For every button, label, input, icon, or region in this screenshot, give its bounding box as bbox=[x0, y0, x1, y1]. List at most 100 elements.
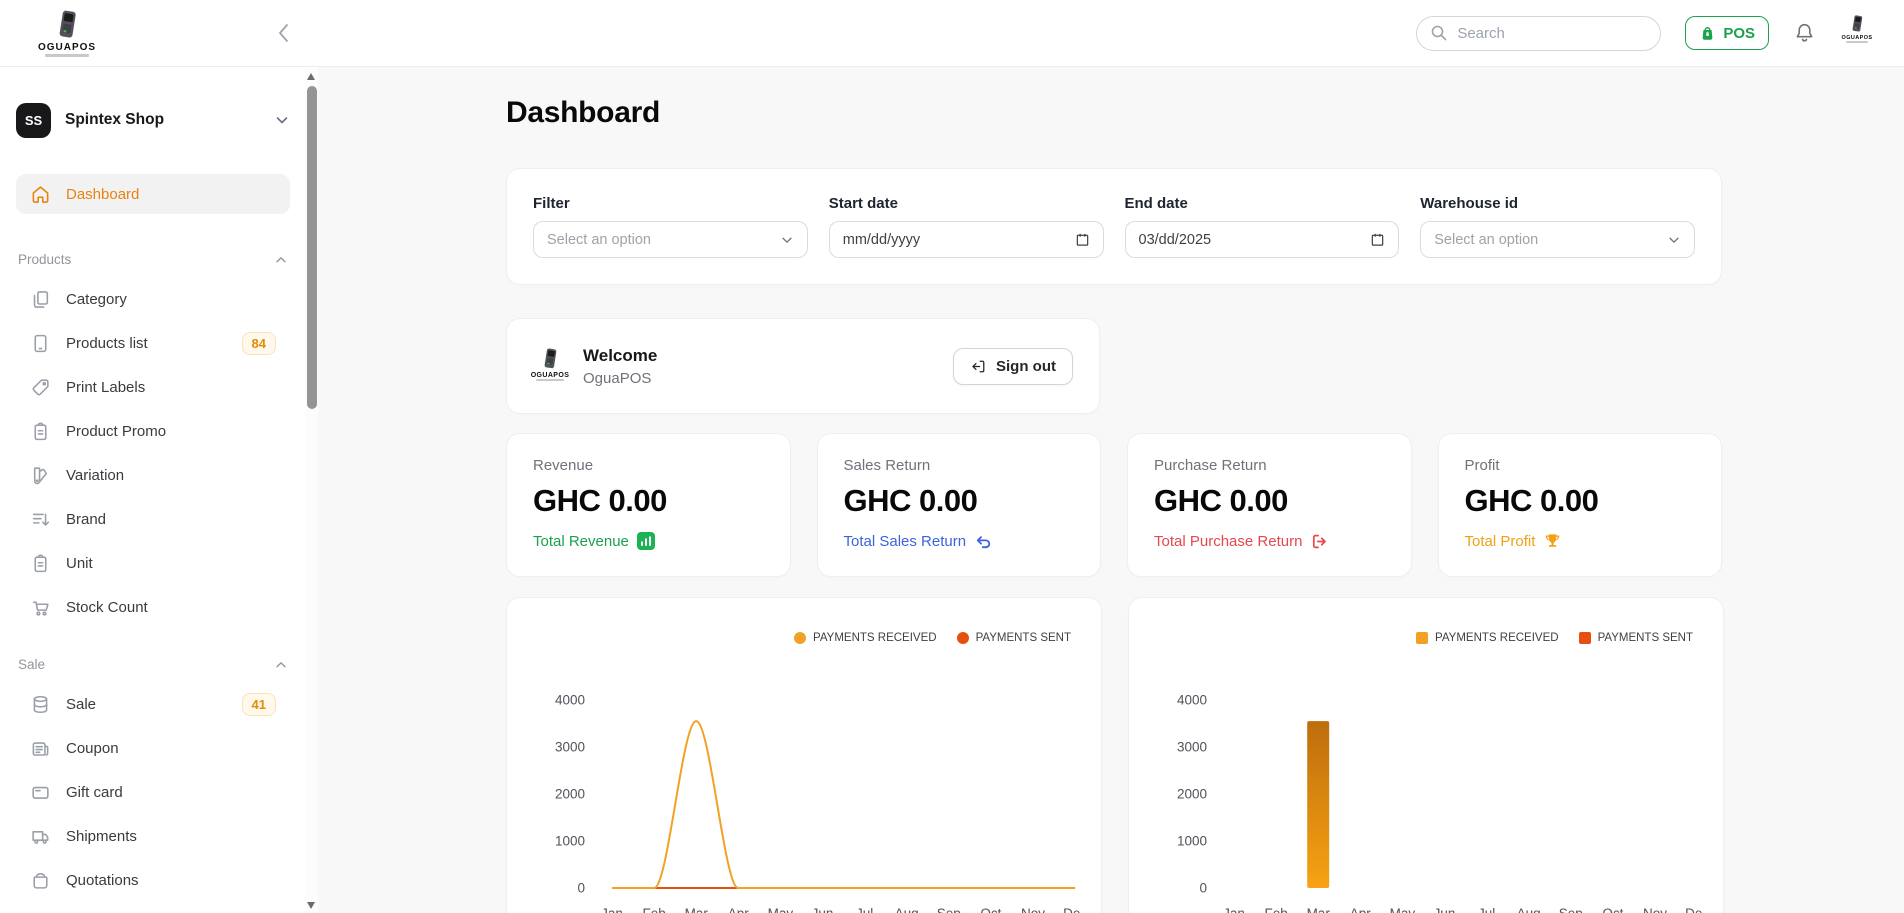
sidebar-item-label: Stock Count bbox=[66, 598, 148, 616]
sidebar-item-variation[interactable]: Variation bbox=[16, 453, 290, 497]
pos-button-label: POS bbox=[1723, 24, 1755, 42]
svg-text:Apr: Apr bbox=[1350, 906, 1372, 913]
sidebar-section-sale[interactable]: Sale bbox=[16, 657, 290, 672]
stat-link-label: Total Profit bbox=[1464, 533, 1536, 550]
sidebar-section-products[interactable]: Products bbox=[16, 252, 290, 267]
sign-out-button[interactable]: Sign out bbox=[953, 347, 1073, 385]
brand-tagline bbox=[45, 54, 89, 57]
total-purchase-return-link[interactable]: Total Purchase Return bbox=[1154, 532, 1385, 551]
stat-label: Profit bbox=[1464, 457, 1500, 474]
pos-terminal-icon bbox=[59, 10, 76, 38]
notifications-button[interactable] bbox=[1793, 21, 1816, 45]
sidebar-item-dashboard[interactable]: Dashboard bbox=[16, 174, 290, 214]
shop-avatar: SS bbox=[16, 102, 51, 138]
clipboard-icon bbox=[34, 553, 47, 572]
end-date-input[interactable]: 03/dd/2025 bbox=[1124, 221, 1400, 258]
payments-line-chart[interactable]: 0 1000 2000 3000 4000 Jan Feb Mar Apr May Jun Jul Au… bbox=[527, 648, 1087, 913]
svg-text:Sep: Sep bbox=[937, 906, 961, 913]
sidebar-item-label: Unit bbox=[66, 554, 93, 572]
chevron-up-icon bbox=[276, 256, 286, 262]
tablet-icon bbox=[34, 334, 47, 352]
filter-select[interactable]: Select an option bbox=[533, 221, 808, 258]
payments-bar-chart[interactable]: 0 1000 2000 3000 4000 Jan Feb Mar Apr May Jun Jul Au… bbox=[1149, 648, 1709, 913]
sidebar-item-product-promo[interactable]: Product Promo bbox=[16, 409, 290, 453]
user-avatar[interactable]: OGUAPOS bbox=[1840, 13, 1874, 53]
total-profit-link[interactable]: Total Profit bbox=[1465, 532, 1696, 551]
page-title: Dashboard bbox=[506, 96, 660, 129]
credit-card-icon bbox=[32, 786, 49, 799]
sale-count-badge: 41 bbox=[241, 692, 276, 716]
copy-icon bbox=[33, 290, 49, 308]
pos-button[interactable]: POS bbox=[1685, 16, 1769, 50]
sidebar-item-products-list[interactable]: Products list 84 bbox=[16, 321, 290, 365]
start-date-input[interactable]: mm/dd/yyyy bbox=[828, 221, 1104, 258]
legend-received-swatch bbox=[1416, 632, 1429, 644]
sidebar-item-label: Product Promo bbox=[66, 422, 167, 440]
legend-received-dot bbox=[794, 632, 807, 644]
svg-text:Mar: Mar bbox=[685, 906, 709, 913]
products-count-badge: 84 bbox=[241, 331, 276, 355]
stat-value: GHC 0.00 bbox=[1154, 483, 1288, 518]
filter-select-value: Select an option bbox=[547, 231, 651, 248]
sidebar-item-label: Dashboard bbox=[66, 185, 140, 203]
sidebar-item-brand[interactable]: Brand bbox=[16, 497, 290, 541]
svg-text:4000: 4000 bbox=[1177, 693, 1207, 708]
svg-text:Nov: Nov bbox=[1643, 906, 1667, 913]
svg-text:Mar: Mar bbox=[1307, 906, 1331, 913]
legend-payments-sent: PAYMENTS SENT bbox=[1578, 632, 1693, 644]
filter-panel: Filter Select an option Start date mm/dd… bbox=[506, 168, 1722, 285]
sidebar-item-print-labels[interactable]: Print Labels bbox=[16, 365, 290, 409]
shop-switcher[interactable]: SS Spintex Shop bbox=[16, 100, 290, 140]
sidebar-scrollbar[interactable] bbox=[305, 69, 318, 913]
welcome-card: OGUAPOS Welcome OguaPOS Sign out bbox=[506, 318, 1100, 414]
scrollbar-up-arrow[interactable] bbox=[307, 73, 315, 80]
sidebar-item-unit[interactable]: Unit bbox=[16, 541, 290, 585]
search-input[interactable] bbox=[1457, 24, 1628, 42]
sidebar-item-category[interactable]: Category bbox=[16, 277, 290, 321]
search-box[interactable] bbox=[1416, 15, 1662, 51]
brand-name: OGUAPOS bbox=[37, 42, 97, 53]
shop-name: Spintex Shop bbox=[65, 111, 165, 128]
stat-value: GHC 0.00 bbox=[533, 483, 667, 518]
calendar-icon bbox=[1076, 233, 1088, 246]
svg-text:Jul: Jul bbox=[1478, 906, 1495, 913]
cart-icon bbox=[32, 600, 49, 616]
sidebar: SS Spintex Shop Dashboard Products Categ… bbox=[0, 67, 318, 913]
sidebar-item-label: Variation bbox=[66, 466, 125, 484]
tag-icon bbox=[32, 378, 49, 396]
total-revenue-link[interactable]: Total Revenue bbox=[533, 532, 764, 550]
stat-label: Purchase Return bbox=[1154, 457, 1267, 474]
sidebar-item-coupon[interactable]: Coupon bbox=[16, 726, 290, 770]
sidebar-collapse-button[interactable] bbox=[276, 22, 292, 47]
total-sales-return-link[interactable]: Total Sales Return bbox=[844, 532, 1075, 551]
chevron-down-icon bbox=[1669, 237, 1679, 243]
trophy-icon bbox=[1546, 534, 1560, 547]
sidebar-item-label: Gift card bbox=[66, 783, 123, 801]
scrollbar-down-arrow[interactable] bbox=[307, 902, 315, 909]
warehouse-select[interactable]: Select an option bbox=[1420, 221, 1695, 258]
sidebar-item-quotations[interactable]: Quotations bbox=[16, 858, 290, 902]
legend-sent-dot bbox=[956, 632, 969, 644]
avatar-terminal-icon bbox=[1852, 15, 1863, 32]
sidebar-item-label: Quotations bbox=[66, 871, 139, 889]
sidebar-item-gift-card[interactable]: Gift card bbox=[16, 770, 290, 814]
welcome-title: Welcome bbox=[583, 345, 658, 365]
sidebar-item-label: Print Labels bbox=[66, 378, 146, 396]
avatar-brand-tagline bbox=[1846, 41, 1868, 43]
sidebar-item-sale[interactable]: Sale 41 bbox=[16, 682, 290, 726]
stat-value: GHC 0.00 bbox=[1464, 483, 1599, 518]
sidebar-item-stock-count[interactable]: Stock Count bbox=[16, 585, 290, 629]
scrollbar-thumb[interactable] bbox=[306, 86, 317, 409]
svg-text:Jun: Jun bbox=[1434, 906, 1456, 913]
sort-descending-icon bbox=[32, 513, 50, 526]
bell-icon bbox=[1796, 23, 1813, 42]
stat-card-purchase-return: Purchase Return GHC 0.00 Total Purchase … bbox=[1127, 433, 1412, 577]
welcome-logo-tagline bbox=[536, 379, 564, 381]
svg-text:Oct: Oct bbox=[1602, 906, 1623, 913]
svg-text:Sep: Sep bbox=[1559, 906, 1583, 913]
calendar-icon bbox=[1371, 233, 1384, 246]
chevron-left-icon bbox=[279, 24, 288, 42]
svg-text:Feb: Feb bbox=[642, 906, 665, 913]
svg-text:0: 0 bbox=[577, 881, 585, 896]
sidebar-item-shipments[interactable]: Shipments bbox=[16, 814, 290, 858]
